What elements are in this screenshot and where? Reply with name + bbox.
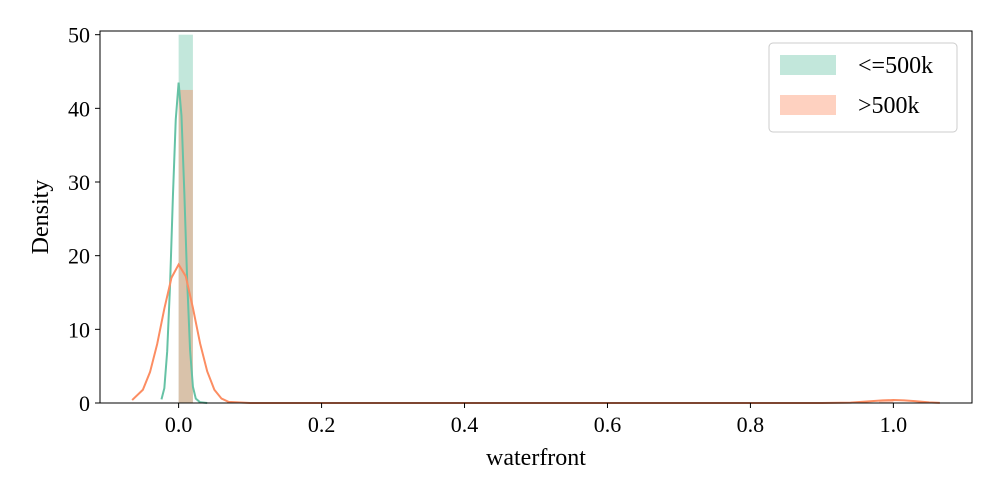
kde-line-series-0	[160, 82, 208, 404]
y-tick-label-5: 50	[68, 23, 90, 48]
x-tick-label-3: 0.6	[594, 412, 622, 437]
x-tick-label-0: 0.0	[165, 412, 193, 437]
legend: <=500k >500k	[768, 42, 958, 133]
y-tick-label-0: 0	[79, 391, 90, 416]
x-tick-label-2: 0.4	[451, 412, 479, 437]
y-tick-label-3: 30	[68, 170, 90, 195]
x-axis-label: waterfront	[486, 445, 586, 471]
legend-swatch-1	[780, 95, 836, 115]
y-axis-label: Density	[28, 180, 54, 255]
legend-label-1: >500k	[858, 93, 920, 119]
y-tick-label-4: 40	[68, 96, 90, 121]
x-tick-label-5: 1.0	[880, 412, 908, 437]
legend-box	[768, 42, 958, 133]
legend-label-0: <=500k	[858, 53, 933, 79]
axes: 0.0 0.2 0.4 0.6 0.8 1.0 0 10 20 30 40 50	[68, 23, 973, 437]
hist-bar-series-1-1	[879, 400, 894, 403]
plot-frame	[99, 30, 973, 404]
x-tick-label-1: 0.2	[308, 412, 336, 437]
kde-curves	[131, 82, 940, 404]
y-tick-label-1: 10	[68, 317, 90, 342]
x-tick-label-4: 0.8	[737, 412, 765, 437]
legend-swatch-0	[780, 55, 836, 75]
kde-line-series-1	[131, 262, 940, 404]
y-tick-label-2: 20	[68, 244, 90, 269]
